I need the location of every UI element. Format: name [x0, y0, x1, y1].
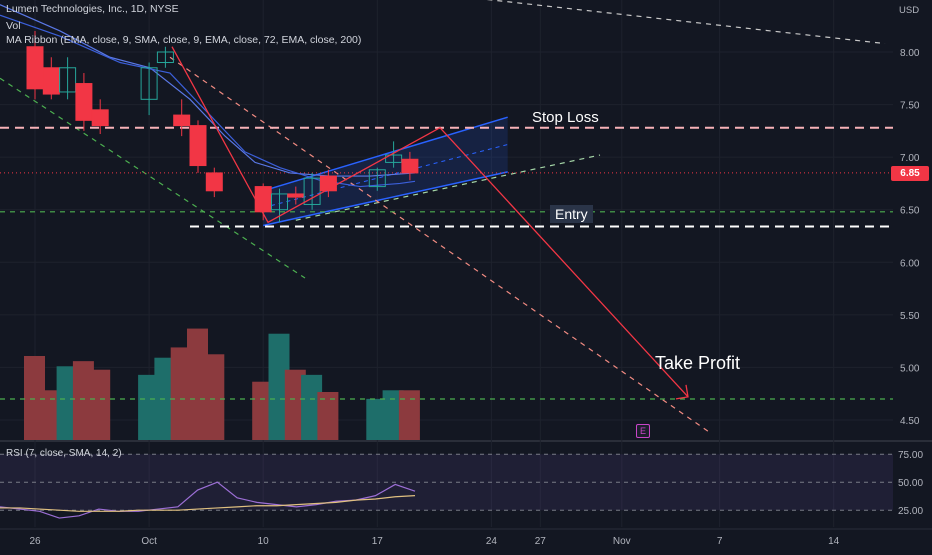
candle-body	[368, 169, 386, 188]
candle-body	[385, 154, 403, 163]
x-tick-label: 17	[372, 536, 384, 547]
stop-loss-label: Stop Loss	[532, 109, 599, 126]
rsi-ma-line	[0, 495, 416, 512]
channel-lower	[263, 171, 508, 227]
earnings-event-marker[interactable]: E	[636, 424, 650, 438]
price-tick-label: 8.00	[900, 48, 920, 59]
price-tick-label: 7.00	[900, 153, 920, 164]
candle-body	[75, 83, 93, 121]
ma-ribbon-line	[0, 4, 416, 177]
candle-body	[287, 193, 305, 198]
volume-legend: Vol	[6, 20, 21, 32]
volume-bar	[252, 381, 274, 440]
candle-body	[271, 193, 288, 211]
rsi-tick-label: 50.00	[898, 478, 923, 489]
candle-body	[59, 67, 77, 93]
current-price-badge: 6.85	[891, 166, 929, 181]
candle-body	[189, 125, 207, 167]
x-tick-label: 10	[258, 536, 270, 547]
candle-body	[401, 158, 419, 174]
volume-bar	[268, 333, 290, 440]
volume-bar	[366, 398, 388, 440]
volume-bar	[317, 392, 339, 440]
candle-body	[173, 114, 191, 127]
projection-path	[171, 46, 689, 398]
red-trend-line	[169, 56, 711, 434]
light-green-trend-line	[295, 154, 601, 221]
rsi-tick-label: 75.00	[898, 450, 923, 461]
volume-bar	[301, 374, 323, 440]
x-tick-label: Oct	[141, 536, 157, 547]
volume-bar	[56, 366, 78, 440]
volume-bar	[40, 390, 62, 440]
volume-bar	[72, 361, 94, 440]
candle-body	[303, 177, 321, 205]
x-tick-label: 7	[717, 536, 723, 547]
volume-bar	[170, 347, 192, 440]
price-tick-label: 4.50	[900, 416, 920, 427]
x-tick-label: 14	[828, 536, 840, 547]
candle-body	[26, 46, 44, 90]
price-tick-label: 6.00	[900, 258, 920, 269]
price-tick-label: 7.50	[900, 101, 920, 112]
take-profit-label: Take Profit	[655, 353, 741, 373]
rsi-legend: RSI (7, close, SMA, 14, 2)	[6, 448, 122, 459]
x-tick-label: 27	[535, 536, 547, 547]
candle-body	[254, 186, 272, 213]
x-tick-label: 24	[486, 536, 498, 547]
rsi-tick-label: 25.00	[898, 506, 923, 517]
price-tick-label: 6.50	[900, 206, 920, 217]
price-tick-label: 5.50	[900, 311, 920, 322]
x-tick-label: 26	[29, 536, 41, 547]
rsi-band	[0, 454, 893, 511]
volume-bar	[89, 369, 111, 440]
volume-bar	[24, 356, 45, 440]
candle-body	[91, 109, 109, 127]
x-tick-label: Nov	[613, 536, 631, 547]
chart-title: Lumen Technologies, Inc., 1D, NYSE	[6, 3, 179, 15]
candle-body	[42, 67, 60, 95]
grey-trend-line	[486, 0, 886, 45]
currency-label: USD	[899, 5, 920, 16]
volume-bar	[203, 354, 225, 440]
price-tick-label: 5.00	[900, 363, 920, 374]
candle-body	[205, 172, 223, 192]
volume-bar	[284, 369, 306, 440]
entry-label: Entry	[550, 205, 593, 223]
candle-body	[156, 51, 174, 64]
volume-bar	[398, 390, 420, 440]
volume-bar	[382, 390, 404, 440]
projection-arrow-head	[675, 384, 689, 400]
candle-body	[140, 67, 158, 100]
ma-ribbon-legend: MA Ribbon (EMA, close, 9, SMA, close, 9,…	[6, 34, 362, 46]
volume-bar	[187, 328, 208, 440]
ma-ribbon-line	[0, 14, 416, 188]
green-trend-line	[0, 77, 306, 279]
volume-bar	[138, 374, 160, 440]
